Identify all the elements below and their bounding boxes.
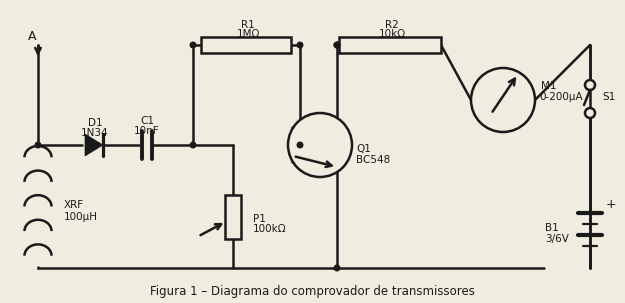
Circle shape	[190, 42, 196, 48]
Circle shape	[334, 42, 340, 48]
Text: 1MΩ: 1MΩ	[236, 29, 260, 39]
Circle shape	[190, 142, 196, 148]
Circle shape	[334, 265, 340, 271]
Text: Figura 1 – Diagrama do comprovador de transmissores: Figura 1 – Diagrama do comprovador de tr…	[149, 285, 474, 298]
Text: R2: R2	[385, 20, 399, 30]
Circle shape	[471, 68, 535, 132]
Text: 10nF: 10nF	[134, 126, 160, 136]
Circle shape	[35, 142, 41, 148]
Text: B1: B1	[545, 223, 559, 233]
Circle shape	[288, 113, 352, 177]
Text: S1: S1	[602, 92, 615, 102]
Text: Q1: Q1	[356, 144, 371, 154]
Text: +: +	[606, 198, 617, 211]
Text: 0-200μA: 0-200μA	[539, 92, 582, 102]
Text: P1: P1	[253, 214, 266, 224]
Text: 3/6V: 3/6V	[545, 234, 569, 244]
Text: D1: D1	[88, 118, 103, 128]
Polygon shape	[85, 134, 103, 156]
Text: 10kΩ: 10kΩ	[379, 29, 406, 39]
Circle shape	[298, 142, 302, 148]
Text: 100kΩ: 100kΩ	[253, 225, 287, 235]
Text: C1: C1	[140, 116, 154, 126]
Circle shape	[334, 42, 340, 48]
Circle shape	[585, 108, 595, 118]
Text: 100μH: 100μH	[64, 211, 98, 221]
Bar	[339, 37, 441, 53]
Text: M1: M1	[541, 81, 556, 91]
Text: A: A	[28, 31, 36, 44]
Bar	[201, 37, 291, 53]
Bar	[225, 195, 241, 238]
Text: BC548: BC548	[356, 155, 390, 165]
Text: R1: R1	[241, 20, 255, 30]
Text: XRF: XRF	[64, 199, 84, 209]
Circle shape	[298, 42, 302, 48]
Text: 1N34: 1N34	[81, 128, 109, 138]
Circle shape	[585, 80, 595, 90]
